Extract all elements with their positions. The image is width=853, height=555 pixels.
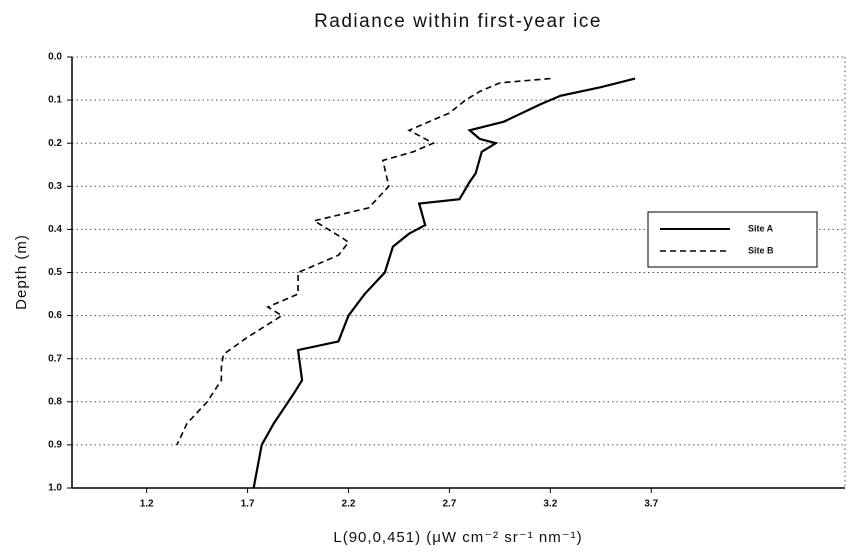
x-tick-label: 1.2 [140,499,154,510]
y-tick-label: 0.6 [48,310,62,321]
chart-title: Radiance within first-year ice [314,11,602,32]
x-tick-label: 2.7 [442,499,456,510]
y-tick-label: 0.0 [48,52,62,63]
line-series [252,77,636,489]
y-tick-label: 0.4 [48,224,62,235]
legend-box [647,211,818,268]
x-tick-label: 2.2 [342,499,356,510]
y-tick-label: 0.3 [48,181,62,192]
y-tick-label: 0.2 [48,138,62,149]
y-tick-label: 0.5 [48,267,62,278]
y-tick-label: 0.9 [48,440,62,451]
legend-label: Site A [748,223,774,233]
legend-label: Site B [748,245,774,255]
y-axis-label: Depth (m) [13,234,30,310]
x-tick-label: 1.7 [241,499,255,510]
line-series [176,77,551,446]
x-axis-label: L(90,0,451) (μW cm⁻² sr⁻¹ nm⁻¹) [333,529,582,546]
y-tick-label: 1.0 [48,483,62,494]
x-tick-label: 3.2 [543,499,557,510]
y-tick-label: 0.7 [48,353,62,364]
y-tick-label: 0.1 [48,95,62,106]
y-tick-label: 0.8 [48,396,62,407]
x-tick-label: 3.7 [644,499,658,510]
